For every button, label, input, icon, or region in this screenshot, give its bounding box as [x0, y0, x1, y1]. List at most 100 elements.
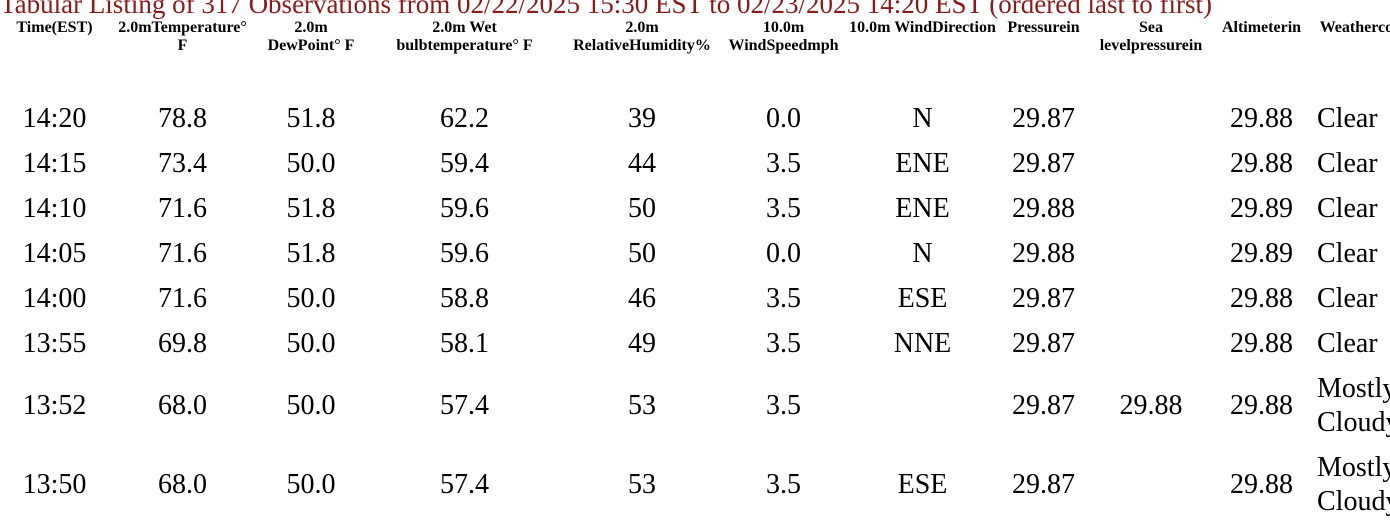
header-line: Humidity [629, 37, 695, 54]
header-box: 10.0m WindSpeedmph [724, 19, 843, 55]
data-cell: 59.6 [440, 237, 489, 269]
data-cell: 29.88 [1012, 192, 1075, 224]
header-box: Time(EST) [3, 19, 106, 37]
data-cell: 29.88 [1012, 237, 1075, 269]
data-cell: 71.6 [158, 192, 207, 224]
data-cell: 62.2 [440, 102, 489, 134]
data-cell: 29.87 [1012, 147, 1075, 179]
header-line: % [694, 37, 711, 54]
data-cell: 51.8 [286, 192, 336, 224]
header-line: Speed [766, 37, 808, 54]
data-row: 14:00 71.6 50.0 58.8 46 3.5 ESE 29.87 29.88 Clear [0, 276, 1390, 321]
data-cell: 13:52 [22, 389, 87, 421]
header-line: in [1287, 19, 1302, 36]
header-line: 2.0m Dew [267, 19, 328, 54]
header-line: pressure [1130, 37, 1189, 54]
data-cell: NNE [893, 327, 952, 359]
header-line: in [1188, 37, 1203, 54]
column-header: 2.0m DewPoint° F [256, 19, 366, 96]
header-box: Weatherconditions [1312, 19, 1390, 37]
data-cell: 46 [628, 282, 656, 314]
data-cell: ESE [897, 468, 948, 500]
data-cell: Mostly Cloudy [1317, 372, 1390, 438]
data-cell: 29.89 [1230, 192, 1293, 224]
data-cell: 71.6 [158, 237, 207, 269]
data-cell: 29.87 [1012, 102, 1075, 134]
header-line: mph [807, 37, 839, 54]
data-cell: 71.6 [158, 282, 207, 314]
table-body: 14:20 78.8 51.8 62.2 39 0.0 N 29.87 29.88 Clear 14… [0, 96, 1390, 524]
data-cell: 59.4 [440, 147, 489, 179]
header-line: temperature [427, 37, 513, 54]
data-cell: 68.0 [158, 389, 207, 421]
data-cell: Clear [1317, 282, 1378, 314]
header-box: 2.0m RelativeHumidity% [566, 19, 718, 55]
header-line: Pressure [1007, 19, 1067, 36]
data-cell: N [912, 102, 933, 134]
header-box: 10.0m WindDirection [849, 19, 996, 37]
data-cell: 58.8 [440, 282, 489, 314]
header-box: 2.0m DewPoint° F [259, 19, 363, 55]
data-cell: 73.4 [158, 147, 207, 179]
header-box: Sea levelpressurein [1091, 19, 1211, 55]
header-line: Weather [1319, 19, 1379, 36]
data-row: 14:20 78.8 51.8 62.2 39 0.0 N 29.87 29.88 Clear [0, 96, 1390, 141]
data-row: 14:05 71.6 51.8 59.6 50 0.0 N 29.88 29.89 Clear [0, 231, 1390, 276]
data-cell: 29.88 [1230, 282, 1293, 314]
data-cell: 3.5 [766, 192, 801, 224]
data-cell: 68.0 [158, 468, 207, 500]
data-cell [1088, 321, 1214, 366]
data-cell: 14:10 [22, 192, 87, 224]
header-line: 2.0m Wet bulb [396, 19, 497, 54]
data-cell: ENE [895, 147, 950, 179]
data-cell: 69.8 [158, 327, 207, 359]
data-row: 13:52 68.0 50.0 57.4 53 3.5 29.87 29.88 29.88 Mos… [0, 366, 1390, 445]
header-line: ° F [512, 37, 533, 54]
data-cell: 29.88 [1230, 468, 1293, 500]
data-cell: 53 [628, 389, 656, 421]
column-header: 10.0m WindDirection [846, 19, 999, 96]
data-cell [1088, 276, 1214, 321]
data-cell: 50 [628, 237, 656, 269]
data-cell: 29.87 [1012, 468, 1075, 500]
header-line: conditions [1378, 19, 1390, 36]
data-cell: 29.88 [1230, 102, 1293, 134]
header-line: 10.0m Wind [849, 19, 933, 36]
header-line: in [1066, 19, 1080, 36]
data-cell: 14:15 [22, 147, 87, 179]
data-cell: ENE [895, 192, 950, 224]
header-line: Altimeter [1221, 19, 1288, 36]
data-cell: 53 [628, 468, 656, 500]
data-cell: 3.5 [766, 147, 801, 179]
column-header: Time(EST) [0, 19, 109, 96]
data-cell: 29.87 [1012, 282, 1075, 314]
data-cell: Clear [1317, 237, 1378, 269]
data-cell: 14:05 [22, 237, 87, 269]
data-cell: 29.87 [1012, 327, 1075, 359]
data-cell: 50.0 [286, 282, 336, 314]
header-line: 2.0m [118, 19, 152, 36]
column-header: Pressurein [999, 19, 1088, 96]
data-cell: 50.0 [286, 389, 336, 421]
header-line: Direction [932, 19, 996, 36]
header-box: Altimeterin [1217, 19, 1306, 37]
data-cell: N [912, 237, 933, 269]
data-cell: 3.5 [766, 282, 801, 314]
data-cell: Clear [1317, 102, 1378, 134]
data-cell: 0.0 [766, 102, 801, 134]
data-cell: 13:55 [22, 327, 87, 359]
data-cell: Mostly Cloudy [1317, 451, 1390, 517]
header-line: Point [297, 37, 335, 54]
data-cell [1088, 445, 1214, 524]
header-box: 2.0mTemperature° F [112, 19, 253, 55]
column-header: 2.0m Wet bulbtemperature° F [366, 19, 563, 96]
data-cell: 14:20 [22, 102, 87, 134]
data-cell: 29.88 [1230, 389, 1293, 421]
data-cell: 13:50 [22, 468, 87, 500]
data-cell [846, 366, 999, 445]
data-cell [1088, 186, 1214, 231]
data-cell: 3.5 [766, 389, 801, 421]
data-cell: Clear [1317, 147, 1378, 179]
data-cell: 78.8 [158, 102, 207, 134]
